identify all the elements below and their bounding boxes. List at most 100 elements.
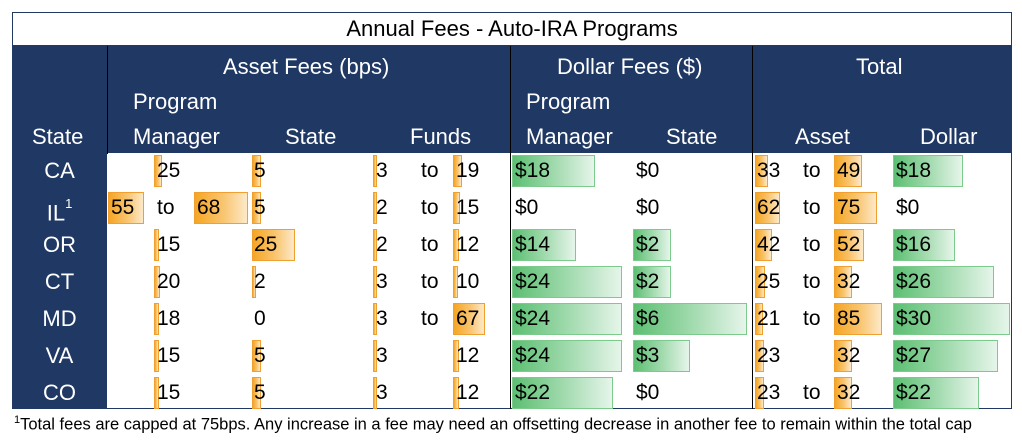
fund-fee-low: 3: [376, 270, 388, 293]
asset-bar: [373, 192, 377, 224]
footnote-text: Total fees are capped at 75bps. Any incr…: [20, 415, 972, 434]
dollar-state-fee: $2: [636, 233, 660, 256]
fund-fee-high: 12: [456, 233, 480, 256]
header-divider: [752, 46, 753, 154]
state-column: CA IL1 OR CT MD VA CO: [12, 153, 107, 409]
dollar-bar: [633, 340, 690, 372]
state-column-header: State: [32, 124, 84, 149]
asset-bar: [373, 266, 377, 298]
state-asset-fee: 5: [254, 196, 266, 219]
fund-fee-high: 10: [456, 270, 480, 293]
manager-dollar-column-header: Manager: [526, 124, 613, 149]
dollar-fees-header: Dollar Fees ($): [557, 54, 703, 79]
pm-fee: 25: [157, 159, 181, 182]
fund-fee-low: 2: [376, 196, 388, 219]
state-asset-fee: 5: [254, 344, 266, 367]
range-to: to: [421, 270, 439, 293]
dollar-bar: [633, 303, 747, 335]
range-to: to: [803, 381, 821, 404]
asset-bar: [755, 303, 763, 335]
manager-column-header: Manager: [133, 124, 220, 149]
state-asset-fee: 5: [254, 381, 266, 404]
total-dollar-fee: $30: [896, 307, 932, 330]
total-asset-low: 21: [757, 307, 781, 330]
column-divider: [752, 153, 753, 409]
fund-fee-high: 12: [456, 344, 480, 367]
asset-bar: [453, 266, 458, 298]
state-asset-fee: 5: [254, 159, 266, 182]
dollar-state-fee: $0: [636, 196, 660, 219]
dollar-bar: [512, 303, 622, 335]
asset-bar: [755, 340, 764, 372]
range-to: to: [157, 196, 175, 219]
dollar-state-fee: $6: [636, 307, 660, 330]
fund-fee-low: 3: [376, 344, 388, 367]
table-title: Annual Fees - Auto-IRA Programs: [12, 12, 1012, 46]
asset-bar: [834, 266, 852, 298]
footnote: 1Total fees are capped at 75bps. Any inc…: [14, 414, 972, 435]
asset-bar: [834, 377, 852, 409]
asset-bar: [453, 377, 459, 409]
program-label: Program: [526, 89, 611, 114]
dollar-state-fee: $3: [636, 344, 660, 367]
pm-fee: 15: [157, 233, 181, 256]
dollar-total-column-header: Dollar: [920, 124, 978, 149]
pm-fee-low: 55: [111, 196, 135, 219]
dollar-pm-fee: $14: [515, 233, 551, 256]
total-asset-high: 75: [837, 196, 861, 219]
dollar-bar: [633, 229, 671, 261]
state-dollar-column-header: State: [666, 124, 718, 149]
pm-fee: 15: [157, 344, 181, 367]
asset-bar: [373, 340, 377, 372]
column-divider: [510, 153, 511, 409]
asset-bar: [834, 192, 877, 224]
footnote-mark: 1: [14, 414, 21, 426]
asset-bar: [194, 192, 248, 224]
state-label: OR: [43, 232, 76, 257]
dollar-pm-fee: $24: [515, 307, 551, 330]
asset-bar: [252, 340, 261, 372]
fund-fee-high: 15: [456, 196, 480, 219]
range-to: to: [803, 270, 821, 293]
total-asset-low: 33: [757, 159, 781, 182]
asset-bar: [108, 192, 144, 224]
total-dollar-fee: $27: [896, 344, 932, 367]
fund-fee-low: 3: [376, 159, 388, 182]
range-to: to: [421, 233, 439, 256]
total-asset-high: 52: [837, 233, 861, 256]
asset-bar: [834, 340, 852, 372]
fund-fee-low: 3: [376, 381, 388, 404]
asset-bar: [453, 340, 459, 372]
range-to: to: [803, 159, 821, 182]
asset-bar: [755, 377, 764, 409]
state-label: IL1: [46, 196, 73, 226]
total-dollar-fee: $16: [896, 233, 932, 256]
asset-bar: [252, 377, 261, 409]
asset-bar: [154, 377, 159, 409]
total-dollar-fee: $26: [896, 270, 932, 293]
asset-bar: [154, 266, 160, 298]
asset-bar: [154, 229, 159, 261]
header-divider: [510, 46, 511, 154]
total-header: Total: [856, 54, 903, 79]
state-label: CT: [44, 269, 75, 294]
state-label: MD: [42, 306, 77, 331]
asset-fees-header: Asset Fees (bps): [223, 54, 390, 79]
dollar-bar: [512, 229, 576, 261]
asset-bar: [252, 229, 295, 261]
range-to: to: [803, 233, 821, 256]
pm-fee: 20: [157, 270, 181, 293]
asset-bar: [154, 303, 159, 335]
asset-bar: [755, 266, 765, 298]
state-asset-column-header: State: [285, 124, 337, 149]
program-label: Program: [133, 89, 218, 114]
footnote-ref: 1: [65, 196, 73, 211]
pm-fee: 18: [157, 307, 181, 330]
total-asset-high: 32: [837, 344, 861, 367]
fund-fee-low: 2: [376, 233, 388, 256]
table-header: Asset Fees (bps) Dollar Fees ($) Total P…: [12, 45, 1012, 154]
total-asset-low: 62: [757, 196, 781, 219]
pm-fee-high: 68: [197, 196, 221, 219]
range-to: to: [803, 196, 821, 219]
header-divider: [107, 46, 108, 154]
